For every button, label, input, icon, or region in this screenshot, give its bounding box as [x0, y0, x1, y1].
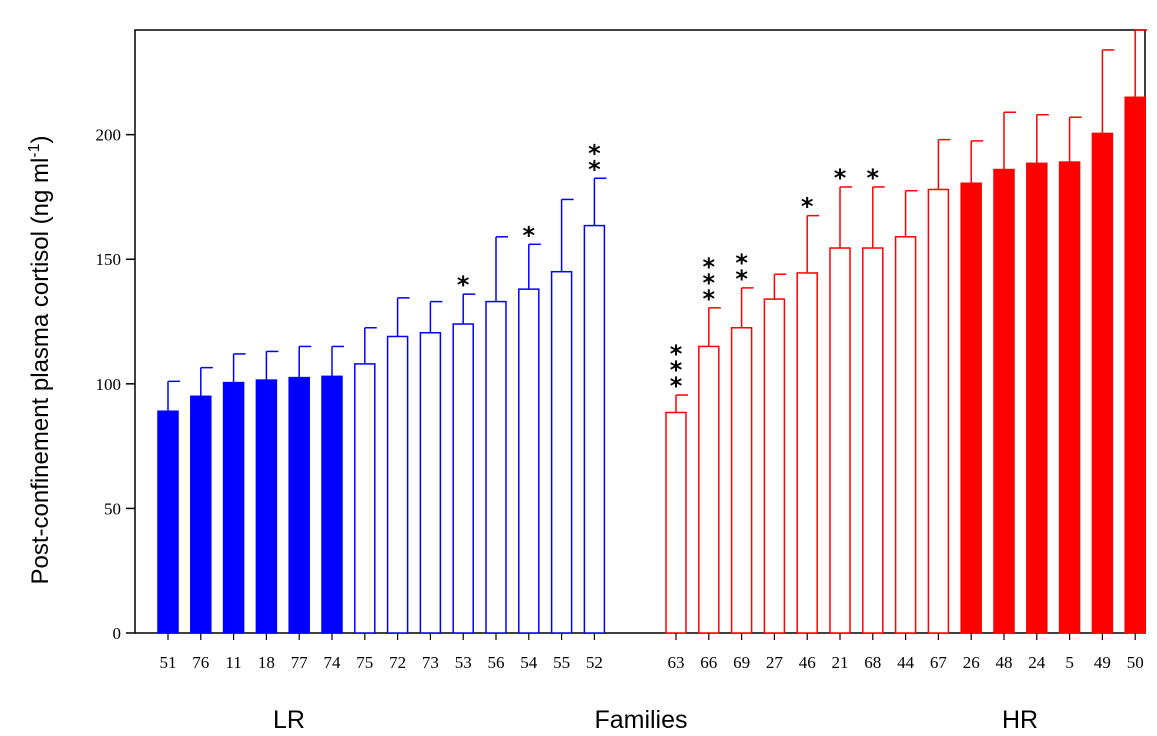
bar-hr-24	[1026, 162, 1048, 634]
x-tick-label: 76	[192, 653, 209, 672]
bar-hr-21	[829, 247, 851, 634]
x-tick-label: 46	[799, 653, 816, 672]
x-tick-label: 50	[1127, 653, 1144, 672]
x-tick-label: 27	[766, 653, 784, 672]
bar-hr-44	[894, 236, 917, 634]
bar-lr-74	[321, 375, 343, 634]
x-tick-label: 73	[422, 653, 439, 672]
x-tick-label: 53	[455, 653, 472, 672]
x-tick-label: 24	[1028, 653, 1046, 672]
bar-lr-53	[452, 323, 474, 634]
bar-hr-69	[730, 327, 753, 634]
y-axis-title-close: )	[27, 135, 54, 143]
y-tick-label: 0	[113, 624, 122, 643]
bar-hr-63	[665, 411, 687, 634]
y-tick-label: 150	[96, 250, 122, 269]
significance-star: *	[867, 164, 880, 192]
x-tick-label: 63	[668, 653, 685, 672]
group-label-hr: HR	[1002, 706, 1038, 734]
bar-hr-27	[763, 298, 786, 634]
x-tick-label: 51	[160, 653, 177, 672]
x-tick-label: 26	[963, 653, 980, 672]
bar-hr-50	[1124, 96, 1146, 634]
x-tick-label: 74	[324, 653, 342, 672]
x-tick-label: 52	[586, 653, 603, 672]
x-tick-label: 49	[1094, 653, 1111, 672]
x-tick-label: 48	[996, 653, 1013, 672]
x-tick-label: 77	[291, 653, 309, 672]
x-tick-label: 72	[389, 653, 406, 672]
y-axis-title-main: Post-confinement plasma cortisol (ng ml	[27, 158, 54, 585]
x-tick-label: 18	[258, 653, 275, 672]
significance-star: *	[588, 139, 601, 167]
y-axis-title: Post-confinement plasma cortisol (ng ml-…	[26, 135, 54, 584]
bar-hr-46	[796, 272, 818, 634]
bar-hr-66	[698, 345, 720, 634]
bar-lr-75	[354, 363, 376, 634]
significance-star: *	[523, 221, 536, 249]
y-tick-label: 100	[96, 375, 122, 394]
bar-hr-48	[993, 168, 1015, 634]
significance-star: *	[457, 271, 470, 299]
significance-star: *	[670, 340, 683, 368]
bar-lr-54	[518, 288, 540, 634]
bar-lr-72	[386, 335, 409, 634]
x-tick-label: 69	[733, 653, 750, 672]
bar-lr-56	[485, 300, 507, 634]
bar-hr-49	[1091, 132, 1114, 634]
bar-lr-52	[583, 224, 606, 634]
bar-hr-67	[927, 188, 950, 634]
x-axis-title: Families	[594, 706, 687, 734]
bar-hr-26	[960, 182, 982, 634]
bar-lr-55	[550, 270, 573, 634]
significance-star: *	[703, 253, 716, 281]
significance-star: *	[735, 249, 748, 277]
y-axis-title-sup: -1	[26, 143, 43, 157]
x-tick-label: 5	[1065, 653, 1074, 672]
significance-star: *	[670, 356, 683, 384]
svg-text:Post-confinement plasma cortis: Post-confinement plasma cortisol (ng ml-…	[26, 135, 54, 584]
bar-lr-76	[190, 395, 212, 634]
significance-star: *	[703, 285, 716, 313]
significance-star: *	[834, 164, 847, 192]
x-tick-label: 67	[930, 653, 948, 672]
bar-lr-11	[222, 381, 245, 634]
x-tick-label: 66	[700, 653, 717, 672]
x-tick-label: 21	[832, 653, 849, 672]
x-tick-label: 55	[553, 653, 570, 672]
x-tick-label: 75	[356, 653, 373, 672]
y-tick-label: 200	[96, 126, 122, 145]
x-tick-label: 68	[864, 653, 881, 672]
x-tick-label: 54	[520, 653, 538, 672]
bar-lr-73	[419, 331, 442, 634]
x-tick-label: 56	[488, 653, 505, 672]
bar-hr-68	[862, 247, 884, 634]
significance-star: *	[801, 193, 814, 221]
group-label-lr: LR	[273, 706, 305, 734]
significance-star: *	[735, 265, 748, 293]
significance-star: *	[703, 269, 716, 297]
significance-star: *	[670, 372, 683, 400]
bar-hr-5	[1058, 161, 1081, 634]
bar-lr-18	[255, 379, 278, 634]
bar-lr-51	[157, 410, 179, 634]
x-tick-label: 44	[897, 653, 915, 672]
x-tick-label: 11	[225, 653, 241, 672]
bar-lr-77	[288, 376, 310, 634]
significance-star: *	[588, 155, 601, 183]
y-tick-label: 50	[104, 499, 121, 518]
